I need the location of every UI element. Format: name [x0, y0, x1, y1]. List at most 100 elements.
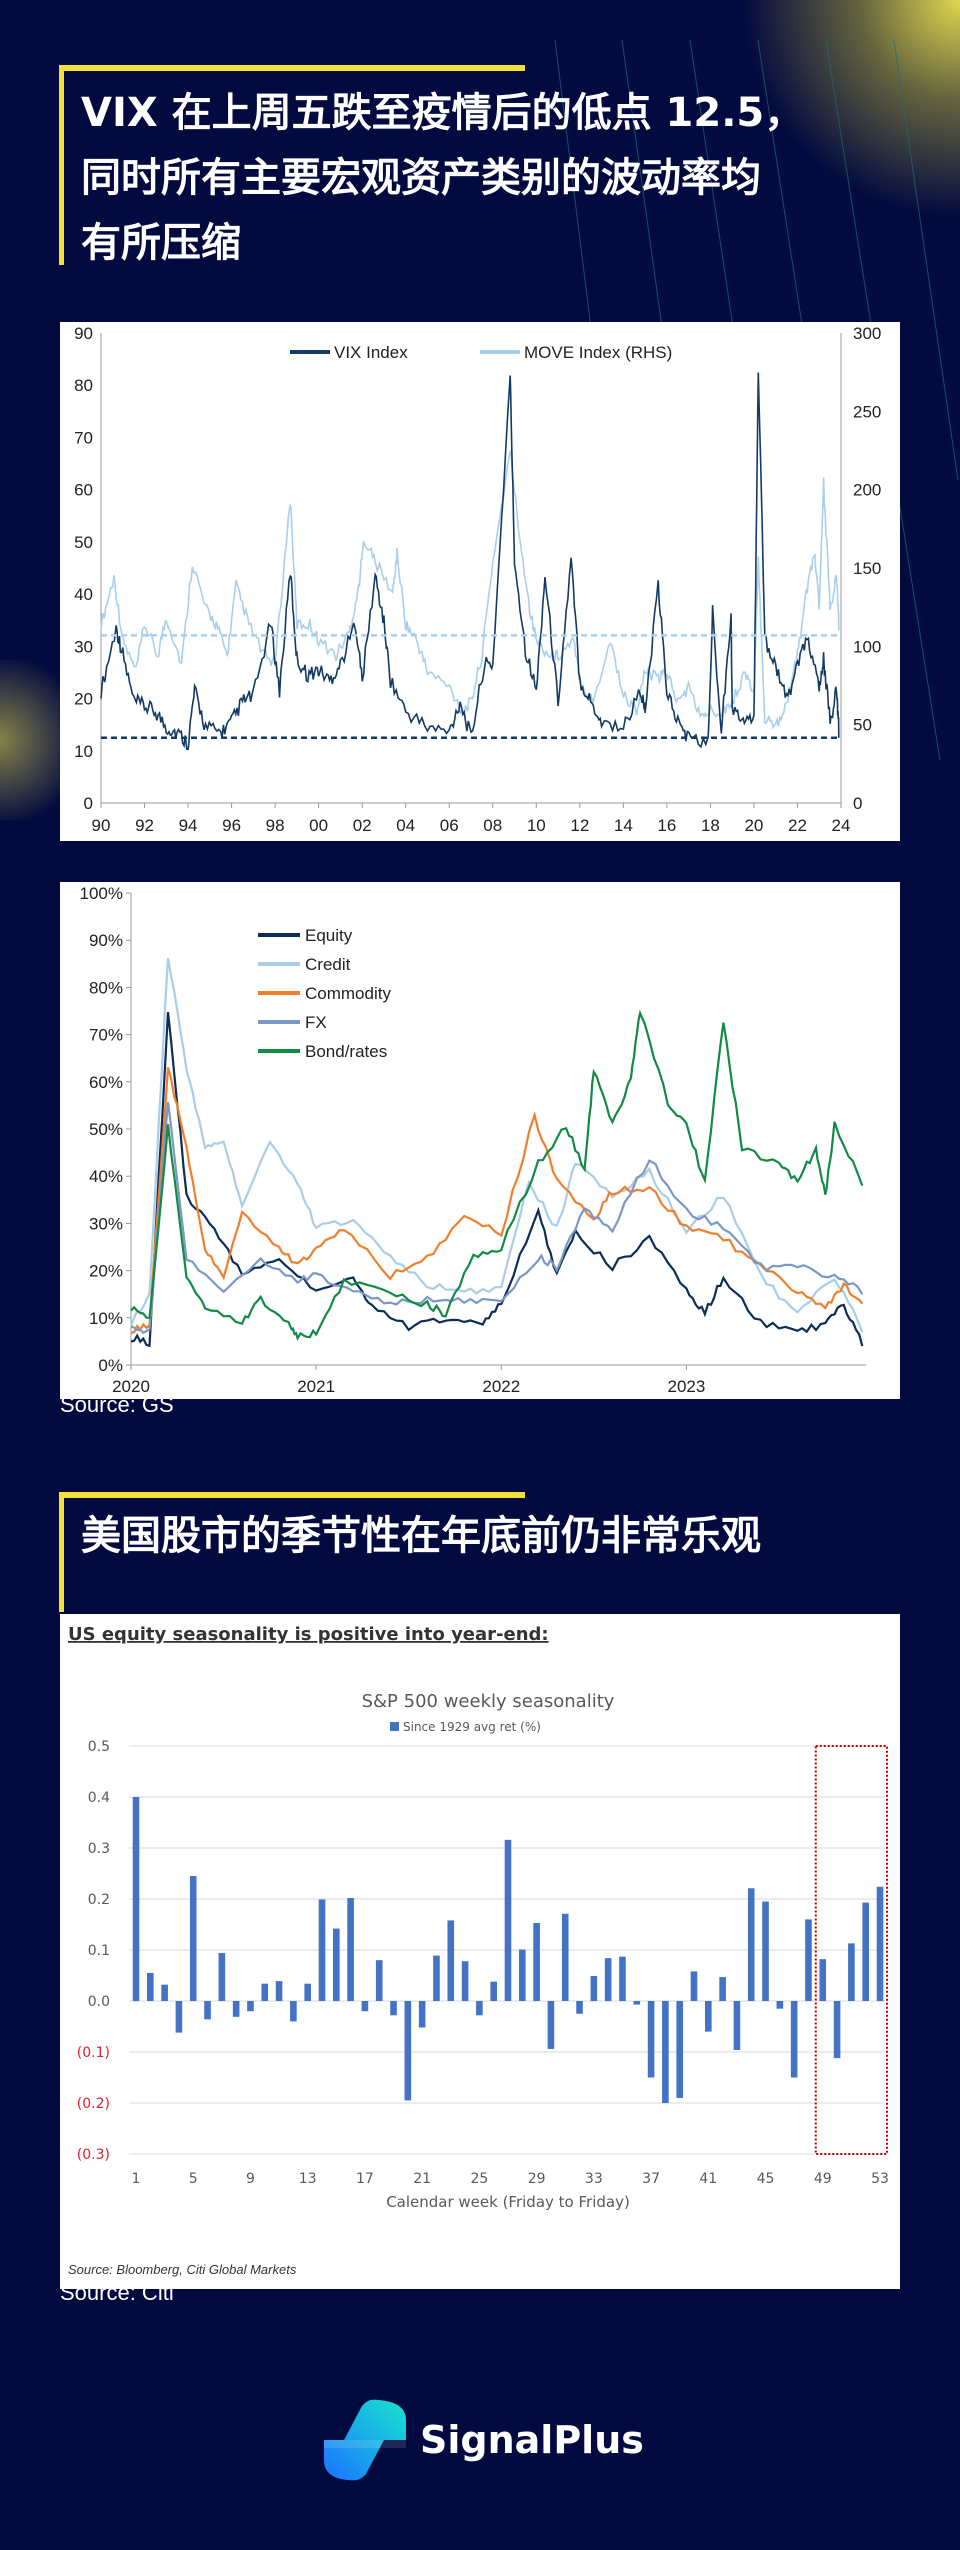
bar-week-36 — [633, 2001, 641, 2005]
bar-week-44 — [747, 1888, 755, 2001]
x-tick-label: 1 — [132, 2171, 141, 2187]
x-tick-label: 37 — [642, 2171, 660, 2187]
bar-week-19 — [390, 2001, 397, 2016]
chart-header-suffix: : — [541, 1624, 548, 1645]
y-tick-label: 0.5 — [88, 1739, 110, 1755]
bar-week-41 — [705, 2001, 712, 2032]
x-tick-label: 21 — [413, 2171, 431, 2187]
x-tick-label: 53 — [871, 2171, 889, 2187]
heading-accent-bar — [59, 65, 64, 265]
y-tick-label-right: 50 — [853, 716, 872, 735]
bar-week-18 — [375, 1960, 383, 2001]
bar-week-1 — [132, 1797, 140, 2001]
bar-week-27 — [504, 1839, 512, 2001]
bar-week-46 — [776, 2001, 784, 2009]
x-tick-label: 04 — [396, 816, 415, 835]
x-tick-label: 2020 — [112, 1377, 150, 1396]
y-tick-label: 50% — [89, 1120, 123, 1139]
chart-source: Source: Bloomberg, Citi Global Markets — [68, 2262, 297, 2277]
bar-week-11 — [275, 1981, 283, 2001]
x-tick-label: 00 — [309, 816, 328, 835]
bar-week-5 — [189, 1876, 197, 2001]
signalplus-logo-icon — [324, 2399, 406, 2481]
series-line-vix — [100, 372, 840, 751]
x-tick-label: 41 — [699, 2171, 717, 2187]
x-tick-label: 29 — [528, 2171, 546, 2187]
bar-week-17 — [361, 2001, 369, 2012]
bar-week-2 — [147, 1972, 154, 2001]
chart-header: US equity seasonality is positive into y… — [68, 1624, 549, 1645]
bar-week-48 — [805, 1919, 812, 2001]
x-tick-label: 2022 — [482, 1377, 520, 1396]
y-tick-label-right: 0 — [853, 794, 862, 813]
bar-week-23 — [447, 1920, 455, 2001]
legend-label: Since 1929 avg ret (%) — [403, 1720, 541, 1734]
bar-week-32 — [576, 2001, 583, 2014]
legend-label: Bond/rates — [305, 1042, 387, 1061]
x-tick-label: 33 — [585, 2171, 603, 2187]
signalplus-logo: SignalPlus — [322, 2399, 644, 2481]
y-tick-label: 70% — [89, 1026, 123, 1045]
y-tick-label-right: 200 — [853, 481, 881, 500]
legend-label: Equity — [305, 926, 353, 945]
x-tick-label: 45 — [757, 2171, 775, 2187]
bar-week-29 — [533, 1922, 540, 2001]
x-tick-label: 94 — [179, 816, 198, 835]
bar-week-15 — [333, 1928, 340, 2001]
series-line-credit — [129, 957, 864, 1333]
source-note: Source: Citi — [60, 2280, 174, 2305]
bar-week-33 — [590, 1976, 598, 2001]
y-tick-label-right: 300 — [853, 324, 881, 343]
bar-week-7 — [218, 1953, 226, 2001]
bar-week-22 — [433, 1955, 440, 2001]
bar-week-8 — [232, 2001, 240, 2017]
x-tick-label: 92 — [135, 816, 154, 835]
seasonality-chart: US equity seasonality is positive into y… — [60, 1614, 900, 2289]
x-tick-label: 18 — [701, 816, 720, 835]
legend-label: Commodity — [305, 984, 391, 1003]
y-tick-label-left: 40 — [74, 585, 93, 604]
y-tick-label: (0.3) — [77, 2147, 110, 2163]
x-tick-label: 06 — [440, 816, 459, 835]
bar-week-40 — [690, 1971, 698, 2001]
x-tick-label: 9 — [246, 2171, 255, 2187]
x-tick-label: 08 — [483, 816, 502, 835]
legend-label: MOVE Index (RHS) — [524, 343, 672, 362]
y-tick-label: 0.4 — [88, 1790, 110, 1806]
y-tick-label: 90% — [89, 931, 123, 950]
x-tick-label: 14 — [614, 816, 633, 835]
y-tick-label-left: 30 — [74, 637, 93, 656]
bar-week-49 — [819, 1959, 827, 2001]
y-tick-label: 20% — [89, 1262, 123, 1281]
y-tick-label: 40% — [89, 1167, 123, 1186]
y-tick-label: 0.1 — [88, 1943, 110, 1959]
y-tick-label-right: 100 — [853, 637, 881, 656]
y-tick-label-left: 20 — [74, 690, 93, 709]
legend-label: Credit — [305, 955, 351, 974]
x-tick-label: 96 — [222, 816, 241, 835]
bar-week-20 — [404, 2001, 412, 2101]
series-line-commodity — [130, 1067, 864, 1334]
bar-week-35 — [619, 1956, 626, 2001]
x-tick-label: 49 — [814, 2171, 832, 2187]
bar-week-38 — [662, 2001, 669, 2103]
bar-week-6 — [204, 2001, 211, 2020]
y-tick-label: 100% — [80, 884, 123, 903]
x-tick-label: 20 — [744, 816, 763, 835]
series-line-move — [100, 450, 840, 730]
bar-week-9 — [247, 2001, 254, 2012]
y-tick-label-left: 60 — [74, 481, 93, 500]
bar-week-26 — [490, 1981, 497, 2001]
y-tick-label: 80% — [89, 978, 123, 997]
bar-week-21 — [418, 2001, 426, 2028]
bar-week-25 — [476, 2001, 483, 2016]
y-tick-label-right: 250 — [853, 402, 881, 421]
bar-week-10 — [261, 1983, 269, 2001]
x-tick-label: 12 — [570, 816, 589, 835]
heading-line: VIX 在上周五跌至疫情后的低点 12.5， — [81, 90, 805, 136]
series-line-equity — [130, 1011, 864, 1348]
y-tick-label: 30% — [89, 1214, 123, 1233]
y-tick-label-left: 90 — [74, 324, 93, 343]
brand-name: SignalPlus — [420, 2418, 644, 2462]
x-tick-label: 13 — [299, 2171, 317, 2187]
